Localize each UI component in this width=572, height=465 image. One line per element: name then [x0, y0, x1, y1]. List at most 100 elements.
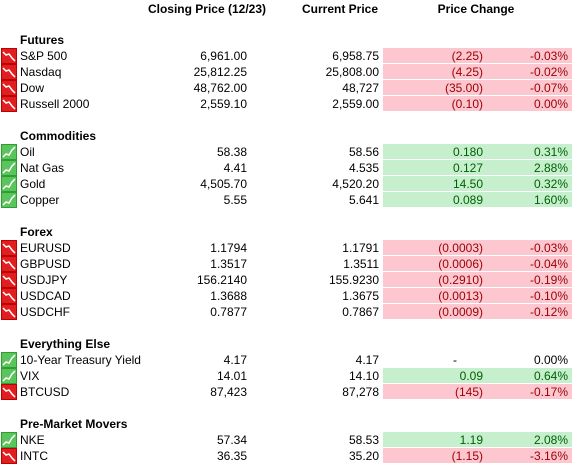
- trend-icon: [1, 288, 17, 304]
- current-price: 155.9230: [328, 273, 379, 287]
- closing-price: 57.34: [216, 433, 247, 447]
- row-label: 10-Year Treasury Yield: [20, 353, 141, 367]
- current-price: 6,958.75: [332, 49, 379, 63]
- positive-highlight: [383, 160, 572, 176]
- section-title: Forex: [20, 225, 53, 239]
- negative-highlight: [383, 80, 572, 96]
- negative-highlight: [383, 288, 572, 304]
- current-price: 14.10: [348, 369, 379, 383]
- closing-price: 156.2140: [196, 273, 247, 287]
- row-label: BTCUSD: [20, 385, 70, 399]
- price-change: (4.25): [451, 65, 483, 79]
- trend-icon: [1, 448, 17, 464]
- price-change: 0.09: [459, 369, 483, 383]
- trend-icon: [1, 80, 17, 96]
- percent-change: 2.88%: [533, 161, 568, 175]
- closing-price: 58.38: [216, 145, 247, 159]
- closing-price: 25,812.25: [193, 65, 247, 79]
- percent-change: -0.03%: [529, 49, 568, 63]
- price-change: (0.0013): [438, 289, 483, 303]
- positive-highlight: [383, 432, 572, 448]
- closing-price: 14.01: [216, 369, 247, 383]
- current-price: 48,727: [342, 81, 379, 95]
- closing-price: 4.17: [223, 353, 247, 367]
- price-change: (35.00): [444, 81, 483, 95]
- trend-icon: [1, 144, 17, 160]
- negative-highlight: [383, 96, 572, 112]
- price-change: -: [453, 353, 457, 367]
- percent-change: -0.12%: [529, 305, 568, 319]
- price-change: (0.0003): [438, 241, 483, 255]
- current-price: 5.641: [348, 193, 379, 207]
- trend-icon: [1, 272, 17, 288]
- trend-icon: [1, 160, 17, 176]
- column-header: Closing Price (12/23): [147, 2, 267, 16]
- trend-icon: [1, 240, 17, 256]
- closing-price: 4.41: [223, 161, 247, 175]
- negative-highlight: [383, 48, 572, 64]
- section-title: Everything Else: [20, 337, 111, 351]
- percent-change: -0.03%: [529, 241, 568, 255]
- current-price: 1.3675: [342, 289, 379, 303]
- current-price: 58.56: [348, 145, 379, 159]
- percent-change: 0.31%: [533, 145, 568, 159]
- closing-price: 4,505.70: [200, 177, 247, 191]
- percent-change: -0.02%: [529, 65, 568, 79]
- negative-highlight: [383, 448, 572, 464]
- section-title: Pre-Market Movers: [20, 417, 128, 431]
- closing-price: 0.7877: [210, 305, 247, 319]
- current-price: 1.1791: [342, 241, 379, 255]
- trend-icon: [1, 176, 17, 192]
- closing-price: 48,762.00: [193, 81, 247, 95]
- closing-price: 36.35: [216, 449, 247, 463]
- trend-icon: [1, 368, 17, 384]
- row-label: S&P 500: [20, 49, 68, 63]
- row-label: INTC: [20, 449, 48, 463]
- price-change: (0.0009): [438, 305, 483, 319]
- current-price: 1.3511: [343, 257, 379, 271]
- current-price: 35.20: [348, 449, 379, 463]
- price-change: (0.10): [451, 97, 483, 111]
- price-change: (2.25): [451, 49, 483, 63]
- row-label: Oil: [20, 145, 35, 159]
- price-change: 0.127: [452, 161, 483, 175]
- price-change: (1.15): [451, 449, 483, 463]
- negative-highlight: [383, 240, 572, 256]
- row-label: Dow: [20, 81, 45, 95]
- row-label: NKE: [20, 433, 45, 447]
- percent-change: -3.16%: [529, 449, 568, 463]
- row-label: VIX: [20, 369, 40, 383]
- trend-icon: [1, 304, 17, 320]
- row-label: Gold: [20, 177, 46, 191]
- closing-price: 6,961.00: [200, 49, 247, 63]
- row-label: USDCHF: [20, 305, 70, 319]
- price-change: (0.0006): [438, 257, 483, 271]
- percent-change: -0.10%: [529, 289, 568, 303]
- current-price: 4.535: [348, 161, 379, 175]
- current-price: 2,559.00: [332, 97, 379, 111]
- positive-highlight: [383, 144, 572, 160]
- trend-icon: [1, 432, 17, 448]
- percent-change: 1.60%: [533, 193, 568, 207]
- closing-price: 2,559.10: [200, 97, 247, 111]
- row-label: USDCAD: [20, 289, 71, 303]
- price-change: (0.2910): [438, 273, 483, 287]
- current-price: 4,520.20: [332, 177, 379, 191]
- percent-change: 0.00%: [533, 97, 568, 111]
- positive-highlight: [383, 368, 572, 384]
- trend-icon: [1, 384, 17, 400]
- percent-change: -0.19%: [529, 273, 568, 287]
- current-price: 25,808.00: [325, 65, 379, 79]
- percent-change: 2.08%: [533, 433, 568, 447]
- current-price: 87,278: [342, 385, 379, 399]
- negative-highlight: [383, 64, 572, 80]
- closing-price: 1.3688: [210, 289, 247, 303]
- section-title: Commodities: [20, 129, 97, 143]
- positive-highlight: [383, 176, 572, 192]
- trend-icon: [1, 96, 17, 112]
- row-label: Nasdaq: [20, 65, 62, 79]
- price-change: 14.50: [452, 177, 483, 191]
- column-header: Current Price: [301, 2, 379, 16]
- trend-icon: [1, 192, 17, 208]
